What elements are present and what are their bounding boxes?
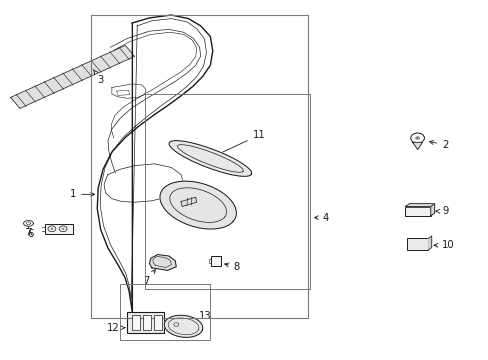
Text: 4: 4 [314,213,328,222]
Text: 7: 7 [143,270,155,286]
Bar [44,224,73,234]
Circle shape [50,228,53,230]
Text: 5: 5 [59,226,65,236]
Bar [405,207,430,216]
Polygon shape [164,315,203,337]
Bar [406,238,427,250]
Text: 8: 8 [224,262,240,272]
Bar [144,94,310,289]
Polygon shape [405,204,434,207]
Polygon shape [430,204,434,216]
Polygon shape [181,197,196,207]
Polygon shape [412,142,422,149]
Text: 11: 11 [216,130,265,155]
Bar [127,312,163,333]
Bar [132,315,140,330]
Circle shape [61,228,64,230]
Polygon shape [169,141,251,176]
Polygon shape [149,255,176,270]
Polygon shape [160,181,236,229]
Circle shape [414,136,419,140]
Text: 9: 9 [435,206,447,216]
Text: 1: 1 [70,189,94,199]
Text: 3: 3 [93,69,103,85]
Text: 12: 12 [106,323,125,333]
Bar [211,256,221,266]
Text: 6: 6 [27,229,33,239]
Text: 2: 2 [428,140,447,150]
Polygon shape [427,236,431,250]
Text: 10: 10 [433,240,454,250]
Bar [143,315,151,330]
Bar [154,315,161,330]
Bar [91,15,307,318]
Polygon shape [11,45,134,108]
Text: 13: 13 [187,311,211,322]
Bar [120,284,210,339]
